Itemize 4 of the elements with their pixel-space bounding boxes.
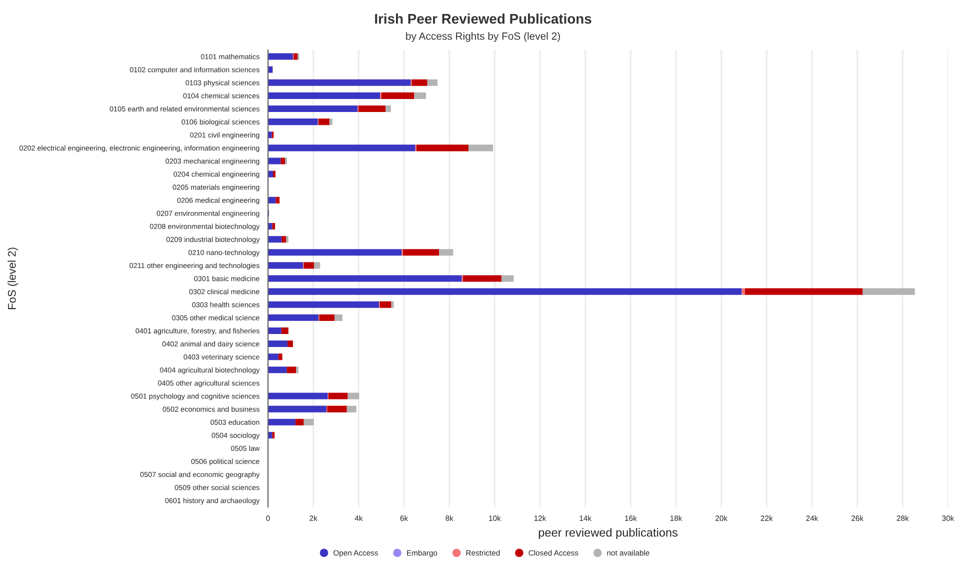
chart-subtitle: by Access Rights by FoS (level 2)	[406, 32, 560, 42]
x-axis-title: peer reviewed publications	[538, 528, 678, 540]
chart-title: Irish Peer Reviewed Publications	[375, 14, 592, 24]
y-axis-title: FoS (level 2)	[8, 248, 18, 310]
